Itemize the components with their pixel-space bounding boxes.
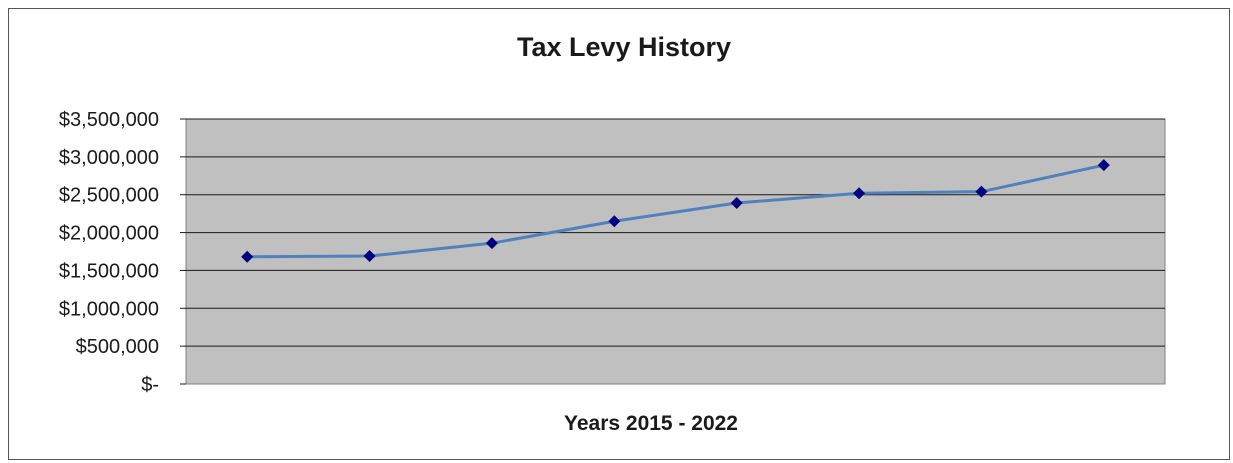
data-series [241, 159, 1110, 263]
y-tick-label: $2,000,000 [59, 223, 159, 245]
gridlines [186, 118, 1165, 347]
y-tick-label: $- [141, 374, 159, 396]
data-point-marker [608, 215, 621, 228]
y-tick-label: $3,500,000 [59, 109, 159, 131]
data-point-marker [485, 237, 498, 250]
plot-area [185, 118, 1166, 385]
y-tick-label: $1,000,000 [59, 298, 159, 320]
data-point-marker [853, 187, 866, 200]
x-axis-label: Years 2015 - 2022 [564, 412, 738, 435]
data-point-marker [730, 197, 743, 210]
data-point-marker [1097, 159, 1110, 172]
y-tick-label: $2,500,000 [59, 185, 159, 207]
data-point-marker [241, 250, 254, 263]
series-line [247, 163, 1105, 259]
data-point-marker [363, 250, 376, 263]
y-tick-label: $3,000,000 [59, 147, 159, 169]
y-tick-label: $1,500,000 [59, 260, 159, 282]
chart-title: Tax Levy History [517, 32, 731, 62]
y-tick-label: $500,000 [76, 336, 159, 358]
y-axis-ticks: $- $500,000 $1,000,000 $1,500,000 $2,000,000… [59, 109, 186, 396]
data-point-marker [975, 185, 988, 198]
